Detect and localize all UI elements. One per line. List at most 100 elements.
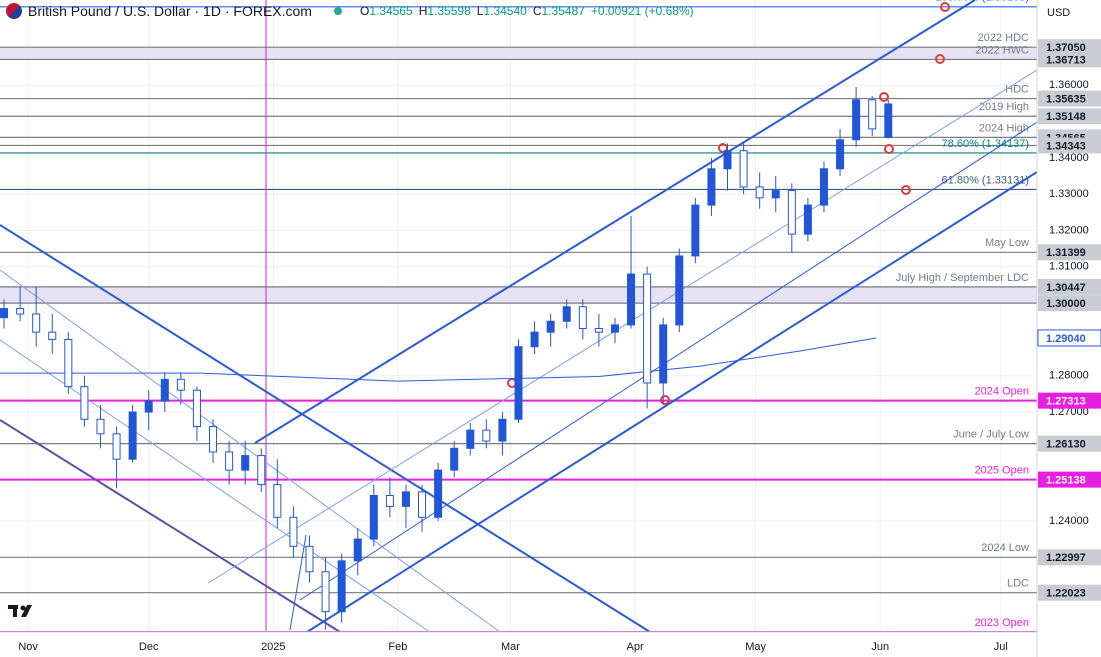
level-label: 2022 HWC <box>975 44 1029 56</box>
candle-body <box>884 103 893 138</box>
level-price-label: 1.22023 <box>1046 588 1086 600</box>
ascending-channel <box>306 171 1038 633</box>
y-tick-label: 1.31000 <box>1049 261 1089 273</box>
candle-body <box>450 447 459 471</box>
ohlc-value: 1.34540 <box>483 4 527 18</box>
pivot-marker <box>660 395 670 405</box>
y-tick-label: 1.27000 <box>1049 406 1089 418</box>
level-label: 2022 HDC <box>978 32 1029 44</box>
ascending-median <box>207 69 1038 584</box>
descending-median <box>0 339 431 633</box>
candle-body <box>739 150 748 188</box>
pivot-marker <box>940 2 950 12</box>
candle-body <box>321 571 330 613</box>
candle-body <box>337 560 346 613</box>
level-label: 2025 Open <box>975 465 1029 477</box>
ohlc-item: H1.35598 <box>419 4 471 18</box>
candle-body <box>241 455 250 471</box>
level-price-label: 1.36713 <box>1046 54 1086 66</box>
level-label: 61.80% (1.33131) <box>942 174 1029 186</box>
level-price-label-bg <box>1038 244 1101 261</box>
candle-body <box>787 190 796 235</box>
trendlines <box>0 0 1038 633</box>
level-band <box>0 286 1037 304</box>
ohlc-key: C <box>532 4 542 18</box>
logo-part <box>13 605 17 617</box>
level-label: 2019 High <box>979 101 1029 113</box>
candle-body <box>96 418 105 435</box>
candle-body <box>273 484 282 518</box>
level-label: 2023 Open <box>975 617 1029 629</box>
ohlc-item: L1.34540 <box>477 4 527 18</box>
candle-body <box>369 495 378 540</box>
candle-body <box>64 338 73 388</box>
level-price-label-bg <box>1038 278 1101 295</box>
x-tick-label: Apr <box>626 641 643 653</box>
currency-label: USD <box>1047 7 1070 19</box>
candle-body <box>498 418 507 442</box>
candle-body <box>594 328 603 333</box>
grid-layer <box>0 0 1037 632</box>
candle-body <box>225 451 234 471</box>
level-price-label-bg <box>1038 108 1101 125</box>
x-tick-label: May <box>745 641 766 653</box>
time-axis <box>0 632 1037 657</box>
candle-body <box>514 346 523 420</box>
level-price-label: 1.27313 <box>1046 396 1086 408</box>
candle-body <box>144 400 153 413</box>
level-label: June / July Low <box>953 429 1029 441</box>
ohlc-value: 1.34565 <box>369 4 413 18</box>
boxes-layer: 1.370501.367131.356351.351481.345651.343… <box>1037 39 1101 601</box>
candle-body <box>128 411 137 460</box>
candle-body <box>803 204 812 235</box>
level-label: May Low <box>985 237 1029 249</box>
y-tick-label: 1.24000 <box>1049 515 1089 527</box>
level-price-label-bg <box>1038 435 1101 452</box>
candle-body <box>257 455 266 486</box>
level-price-label: 1.26130 <box>1046 439 1086 451</box>
pivot-marker <box>718 143 728 153</box>
candle-body <box>578 306 587 330</box>
x-tick-label: 2025 <box>261 641 285 653</box>
market-status <box>333 7 342 15</box>
y-tick-label: 1.36000 <box>1049 79 1089 91</box>
candles-layer <box>0 87 893 630</box>
symbol-title: British Pound / U.S. Dollar · 1D · FOREX… <box>28 3 312 19</box>
pivot-marker <box>884 144 894 154</box>
level-price-label: 1.30447 <box>1046 282 1086 294</box>
level-price-label-bg <box>1038 39 1101 56</box>
ohlc-item: C1.35487 <box>533 4 585 18</box>
candle-body <box>482 429 491 442</box>
candle-body <box>723 150 732 170</box>
level-label: 2024 High <box>979 122 1029 134</box>
level-price-label-bg <box>1038 137 1101 154</box>
candle-body <box>176 378 185 391</box>
level-price-label-bg <box>1038 295 1101 312</box>
candle-body <box>466 429 475 449</box>
level-price-label: 1.34343 <box>1046 140 1086 152</box>
tv-logo <box>8 605 32 617</box>
candle-body <box>434 469 443 518</box>
candle-body <box>48 331 57 340</box>
descending-channel <box>0 224 651 633</box>
candle-body <box>16 308 25 315</box>
ohlc-key: H <box>418 4 428 18</box>
level-price-label: 1.31399 <box>1046 247 1086 259</box>
ma-price-label-bg <box>1037 329 1101 347</box>
level-price-label: 1.37050 <box>1046 42 1086 54</box>
ohlc-item: O1.34565 <box>360 4 413 18</box>
candle-body <box>771 190 780 199</box>
logo-part <box>21 605 32 617</box>
y-tick-label: 1.34000 <box>1049 152 1089 164</box>
level-label: HDC <box>1005 83 1029 95</box>
x-tick-label: Jul <box>994 641 1008 653</box>
ohlc: O1.34565 H1.35598 L1.34540 C1.35487 +0.00921… <box>360 4 694 18</box>
candle-body <box>675 255 684 326</box>
moving-average <box>0 337 877 382</box>
ohlc-value: 1.35487 <box>541 4 585 18</box>
candle-body <box>530 331 539 348</box>
candle-body <box>289 516 298 547</box>
level-price-label-bg <box>1038 90 1101 107</box>
